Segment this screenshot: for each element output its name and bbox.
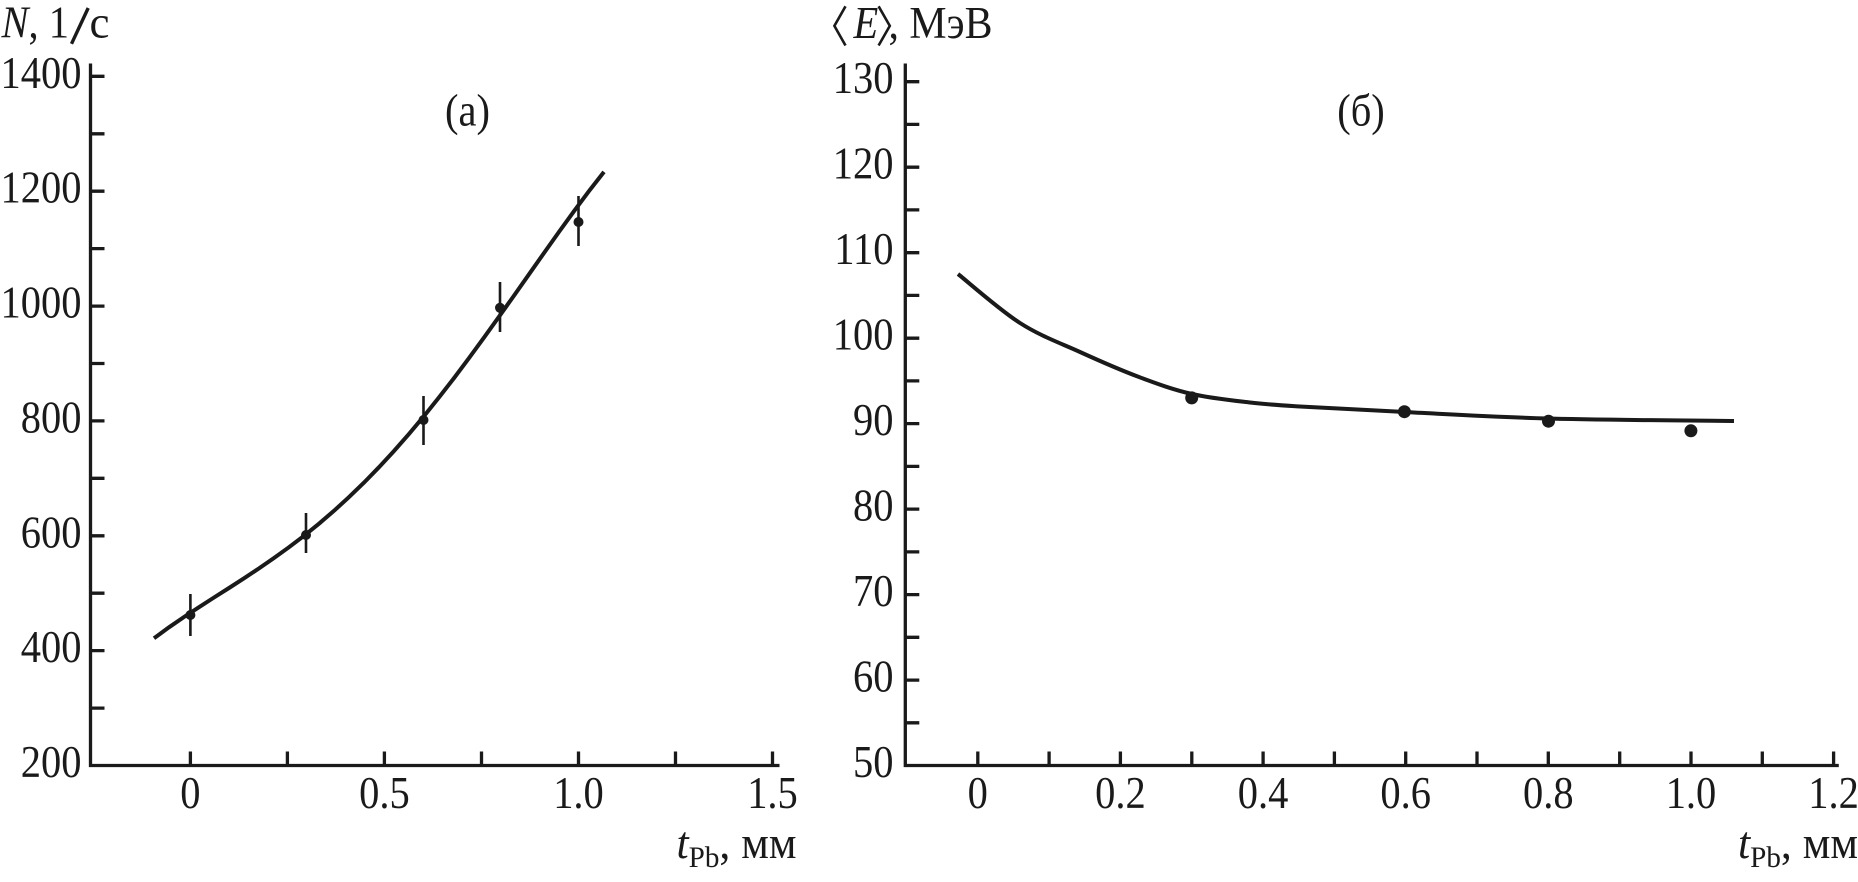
svg-text:50: 50 [853, 738, 893, 787]
svg-text:0.4: 0.4 [1238, 769, 1289, 818]
svg-text:tPb, мм: tPb, мм [677, 817, 797, 874]
svg-text:N, 1: N, 1 [1, 0, 69, 48]
svg-text:0.5: 0.5 [359, 769, 410, 818]
svg-text:120: 120 [833, 140, 894, 189]
svg-text:(б): (б) [1337, 87, 1385, 136]
svg-text:0.2: 0.2 [1095, 769, 1146, 818]
svg-text:0.8: 0.8 [1523, 769, 1574, 818]
svg-text:0.6: 0.6 [1380, 769, 1431, 818]
svg-text:1000: 1000 [1, 279, 82, 328]
svg-text:800: 800 [21, 394, 82, 443]
svg-text:60: 60 [853, 653, 893, 702]
svg-text:600: 600 [21, 508, 82, 557]
svg-text:1.5: 1.5 [747, 769, 798, 818]
svg-text:1.2: 1.2 [1808, 769, 1858, 818]
svg-text:tPb, мм: tPb, мм [1738, 817, 1858, 874]
svg-text:с: с [90, 0, 110, 48]
svg-text:90: 90 [853, 396, 893, 445]
svg-text:110: 110 [834, 225, 893, 274]
svg-text:200: 200 [21, 738, 82, 787]
svg-text:0: 0 [180, 769, 200, 818]
svg-text:(а): (а) [445, 87, 490, 136]
svg-text:1400: 1400 [1, 49, 82, 98]
svg-text:1.0: 1.0 [553, 769, 604, 818]
svg-text:E: E [853, 0, 879, 48]
svg-text:1200: 1200 [1, 164, 82, 213]
svg-text:80: 80 [853, 482, 893, 531]
svg-text:, МэВ: , МэВ [889, 0, 993, 48]
svg-text:70: 70 [853, 567, 893, 616]
svg-text:1.0: 1.0 [1666, 769, 1717, 818]
svg-text:0: 0 [968, 769, 988, 818]
svg-text:130: 130 [833, 54, 894, 103]
svg-text:400: 400 [21, 623, 82, 672]
svg-text:100: 100 [833, 311, 894, 360]
